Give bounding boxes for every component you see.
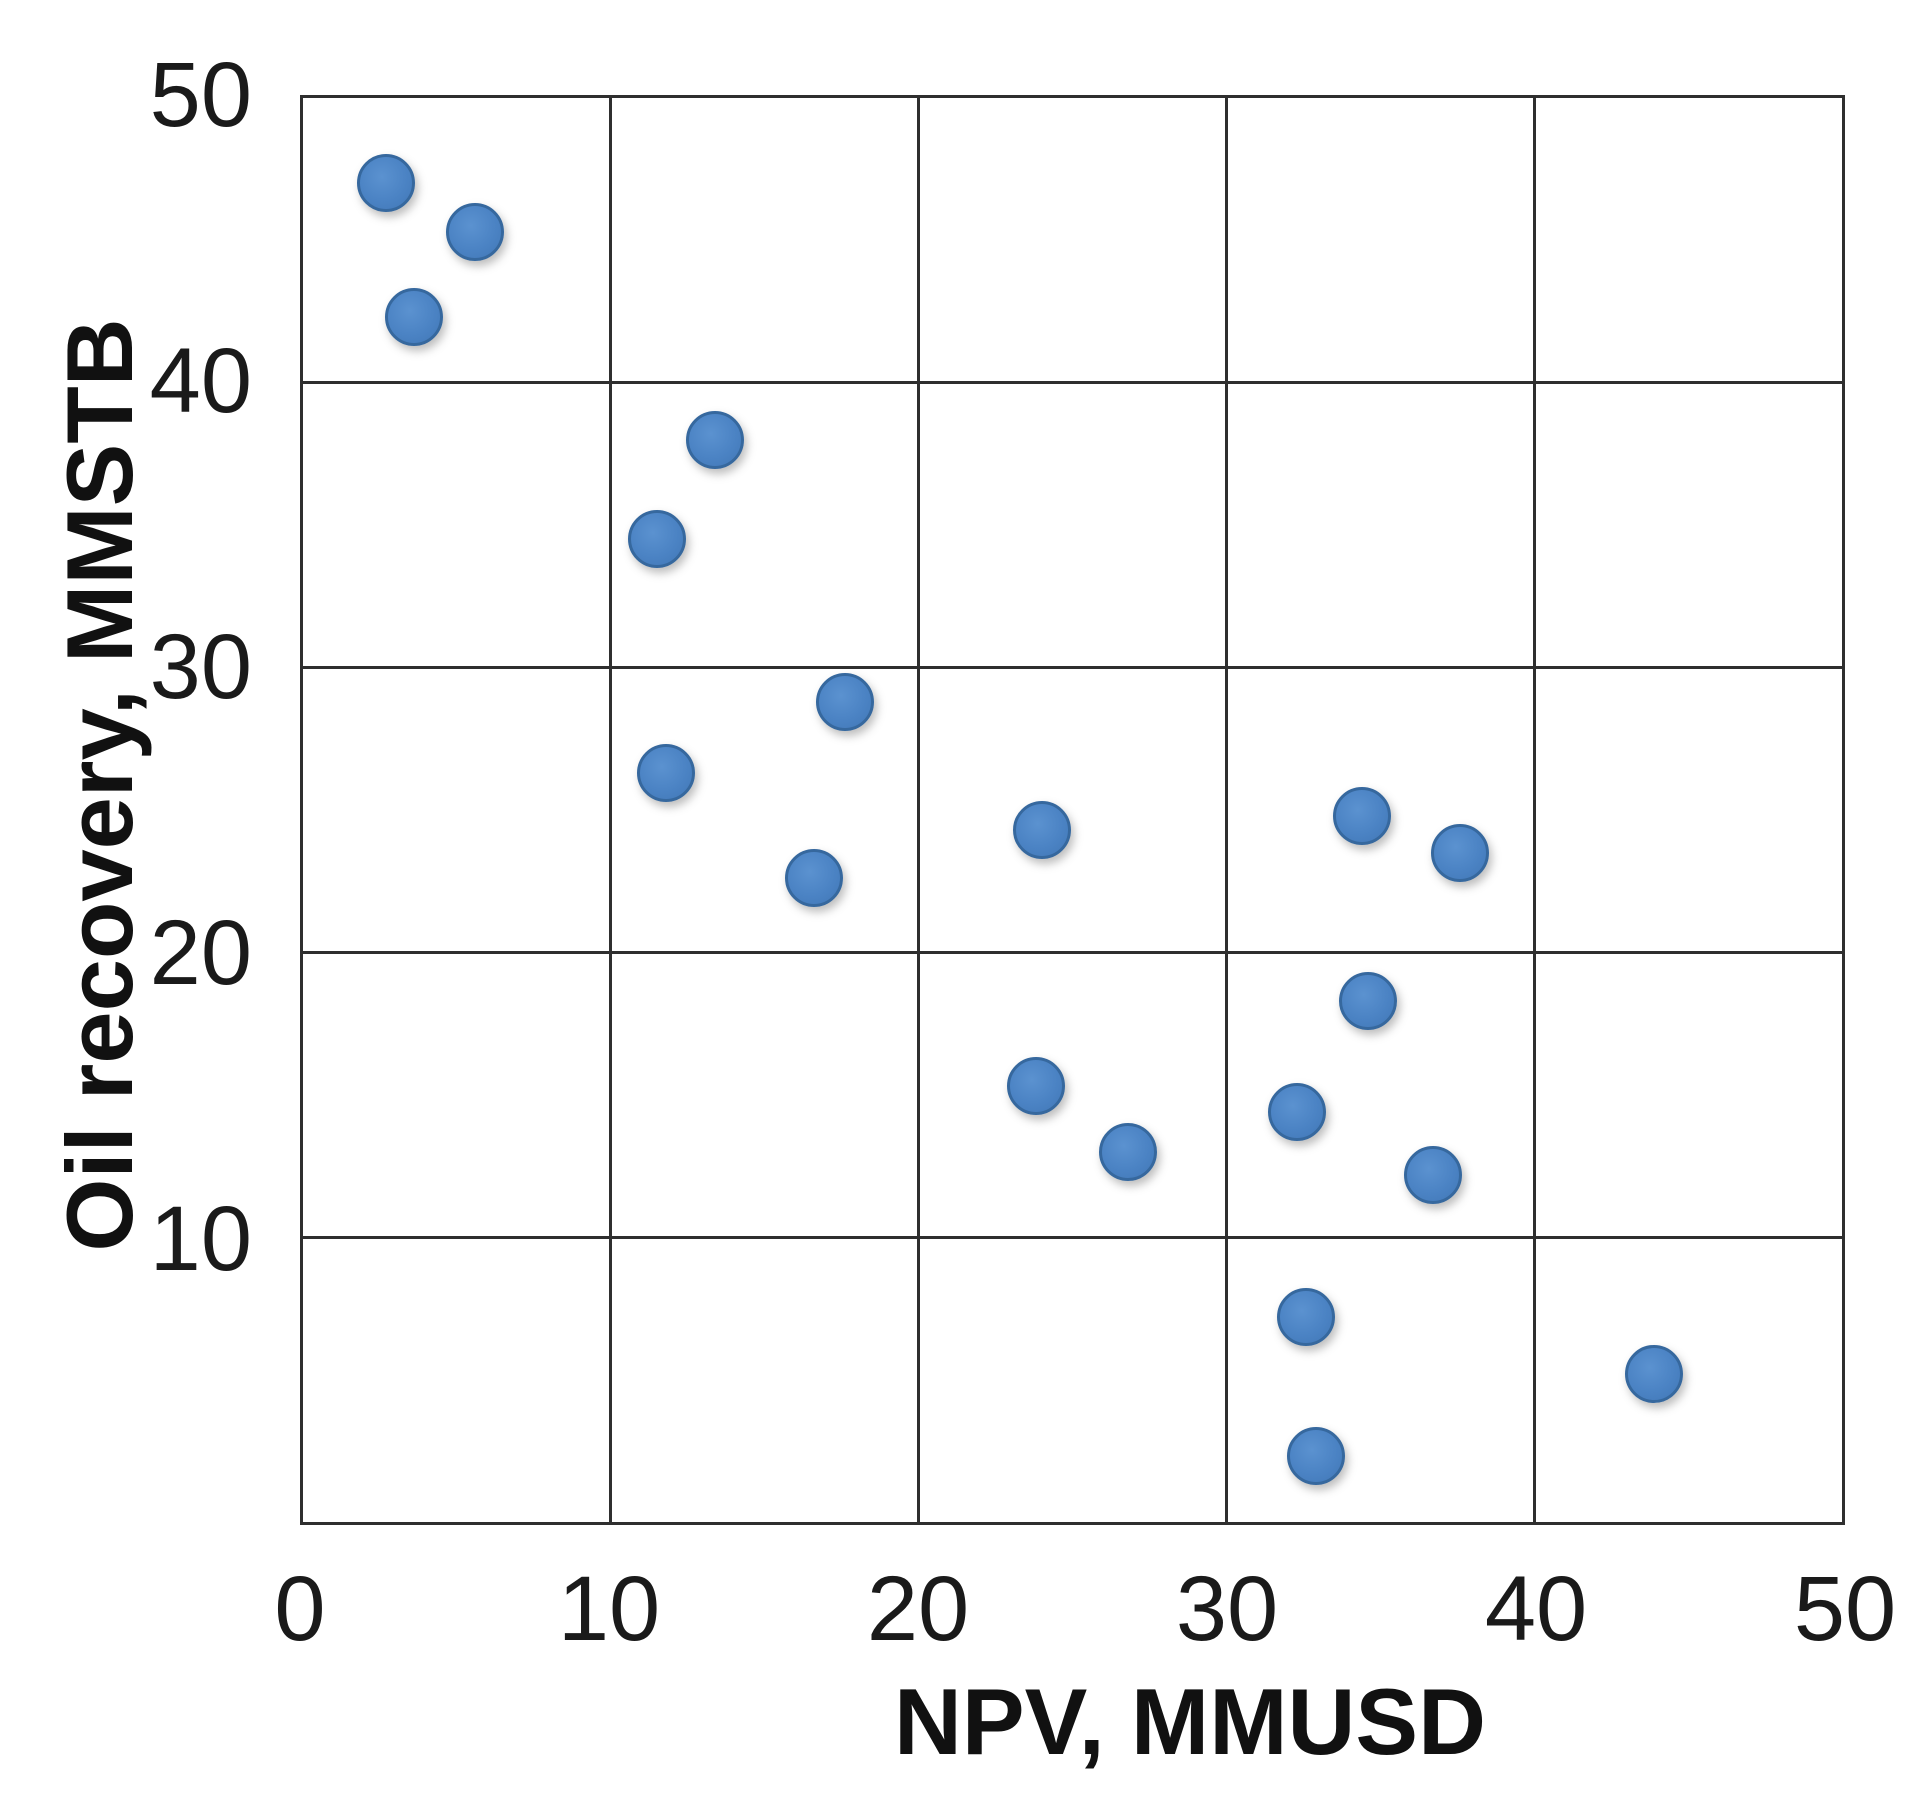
y-axis-tick-label: 40 [149,330,252,432]
vertical-gridline [917,98,921,1522]
data-point [1338,971,1397,1030]
data-point [1012,800,1071,859]
data-point [686,410,745,469]
vertical-gridline [1532,98,1536,1522]
data-point [815,672,874,731]
data-point [1625,1344,1684,1403]
y-axis-tick-label: 10 [149,1188,252,1290]
horizontal-gridline [303,666,1842,670]
data-point [627,510,686,569]
data-point [1332,786,1391,845]
x-axis-tick-label: 0 [274,1558,326,1660]
x-axis-tick-label: 10 [557,1558,661,1660]
data-point [1277,1287,1336,1346]
y-axis-tick-label: 30 [149,616,252,718]
vertical-gridline [609,98,613,1522]
data-point [1431,823,1490,882]
y-axis-tick-label: 20 [149,902,252,1004]
y-axis-tick-label: 50 [149,44,252,146]
data-point [384,288,443,347]
horizontal-gridline [303,381,1842,385]
data-point [1403,1145,1462,1204]
x-axis-tick-label: 40 [1484,1558,1588,1660]
vertical-gridline [1224,98,1228,1522]
x-axis-tick-label: 20 [866,1558,970,1660]
horizontal-gridline [303,1235,1842,1239]
y-axis-title: Oil recovery, MMSTB [47,318,152,1252]
x-axis-title: NPV, MMUSD [894,1669,1486,1774]
data-point [1286,1427,1345,1486]
plot-area [300,95,1845,1525]
x-axis-tick-label: 30 [1175,1558,1279,1660]
data-point [1098,1122,1157,1181]
x-axis-tick-label: 50 [1793,1558,1897,1660]
data-point [637,743,696,802]
data-point [446,202,505,261]
data-point [1006,1057,1065,1116]
data-point [784,849,843,908]
horizontal-gridline [303,950,1842,954]
data-point [1268,1082,1327,1141]
data-point [357,154,416,213]
